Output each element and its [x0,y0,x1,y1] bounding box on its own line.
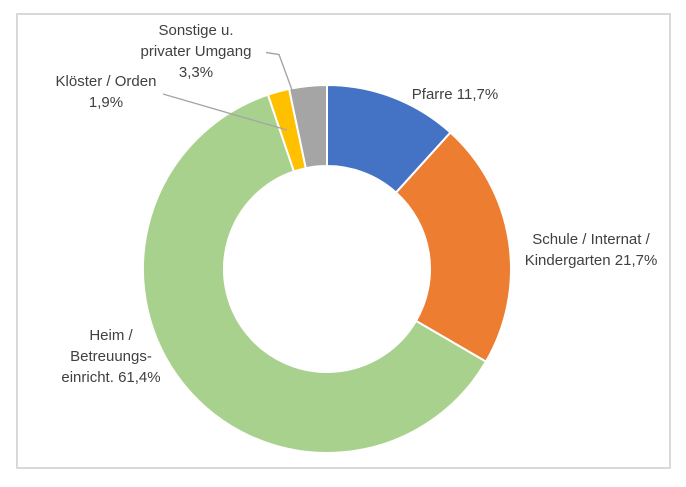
donut-segment-schule-internat-kindergarten[interactable] [395,131,512,363]
data-label-line: Betreuungs- [70,348,152,365]
data-label-heim: Heim / Betreuungs- einricht. 61,4% [31,325,191,388]
data-label-line: Sonstige u. [158,22,234,39]
data-label-line: Schule / Internat / [532,231,650,248]
data-label-line: 1,9% [88,94,124,111]
leader-line-kloester [162,93,288,131]
data-label-sonstige: Sonstige u. privater Umgang 3,3% [125,20,267,83]
data-label-schule: Schule / Internat / Kindergarten 21,7% [505,229,677,271]
data-label-line: Kindergarten 21,7% [524,252,658,269]
donut-segment-sonstige-privater-umgang[interactable] [288,84,328,170]
data-label-line: 3,3% [178,64,214,81]
leader-line-sonstige [265,51,293,91]
data-label-pfarre: Pfarre 11,7% [385,84,525,105]
data-label-kloester: Klöster / Orden 1,9% [35,71,177,113]
donut-segments [142,84,512,454]
data-label-line: Pfarre 11,7% [411,86,499,103]
donut-segment-heim-betreuungseinricht[interactable] [142,93,487,454]
data-label-line: privater Umgang [140,43,252,60]
data-label-line: Klöster / Orden [55,73,157,90]
data-label-line: Heim / [89,327,133,344]
data-label-line: einricht. 61,4% [61,369,161,386]
